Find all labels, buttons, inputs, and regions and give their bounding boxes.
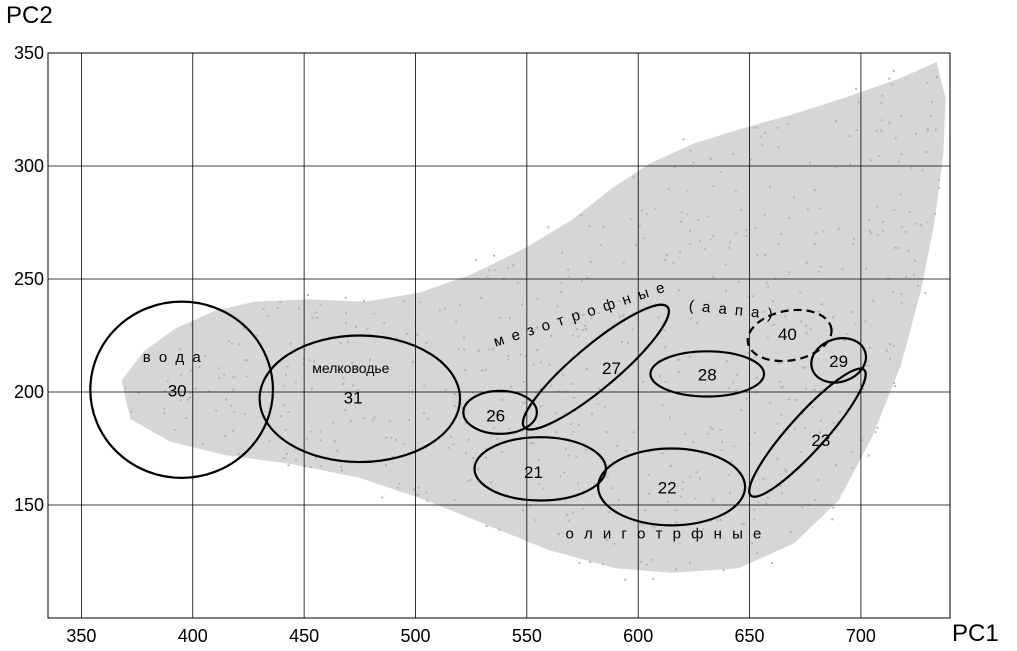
x-tick-label: 650 bbox=[735, 626, 765, 646]
y-axis-title: PC2 bbox=[6, 2, 53, 29]
cluster-ellipse-30 bbox=[89, 300, 275, 479]
plot-frame bbox=[47, 52, 951, 619]
point-cloud bbox=[121, 62, 946, 581]
cluster-ellipse-40 bbox=[746, 308, 833, 363]
y-tick-label: 350 bbox=[14, 43, 44, 63]
y-tick-label: 150 bbox=[14, 495, 44, 515]
point-cloud-core bbox=[121, 62, 946, 573]
x-tick-label: 550 bbox=[512, 626, 542, 646]
annotation-label: 21 bbox=[524, 463, 543, 482]
annotation-label: 27 bbox=[602, 359, 621, 378]
annotation-label: 28 bbox=[698, 366, 717, 385]
class-ellipses bbox=[89, 300, 868, 527]
x-tick-label: 700 bbox=[846, 626, 876, 646]
annotation-label: 26 bbox=[486, 406, 505, 425]
annotation-label: 31 bbox=[344, 388, 363, 407]
annotation-label: о л и г о т р ф н ы е bbox=[565, 525, 764, 542]
y-tick-label: 300 bbox=[14, 156, 44, 176]
annotation-label: 40 bbox=[778, 325, 797, 344]
annotation-label: 22 bbox=[658, 479, 677, 498]
x-tick-label: 400 bbox=[178, 626, 208, 646]
annotation-label: 30 bbox=[168, 381, 187, 400]
annotation-label: мелководье bbox=[312, 360, 389, 376]
cluster-ellipse-27 bbox=[521, 303, 670, 431]
cluster-ellipse-26 bbox=[462, 389, 538, 435]
x-tick-label: 600 bbox=[623, 626, 653, 646]
cluster-ellipse-31 bbox=[258, 334, 462, 464]
cluster-ellipse-22 bbox=[597, 447, 747, 527]
x-tick-label: 500 bbox=[400, 626, 430, 646]
annotation-label: в о д а bbox=[143, 349, 203, 366]
y-tick-label: 200 bbox=[14, 382, 44, 402]
cluster-ellipse-28 bbox=[649, 350, 766, 398]
y-tick-label: 250 bbox=[14, 269, 44, 289]
cluster-ellipse-23 bbox=[748, 367, 867, 498]
cluster-ellipse-29 bbox=[810, 337, 868, 384]
x-tick-label: 450 bbox=[289, 626, 319, 646]
annotation-label: 23 bbox=[811, 431, 830, 450]
tick-labels: 350 400 450 500 550 600 650 700 150 200 250 300 350 bbox=[14, 43, 876, 646]
annotation-label: 29 bbox=[829, 352, 848, 371]
x-tick-label: 350 bbox=[66, 626, 96, 646]
x-axis-title: PC1 bbox=[952, 620, 999, 647]
